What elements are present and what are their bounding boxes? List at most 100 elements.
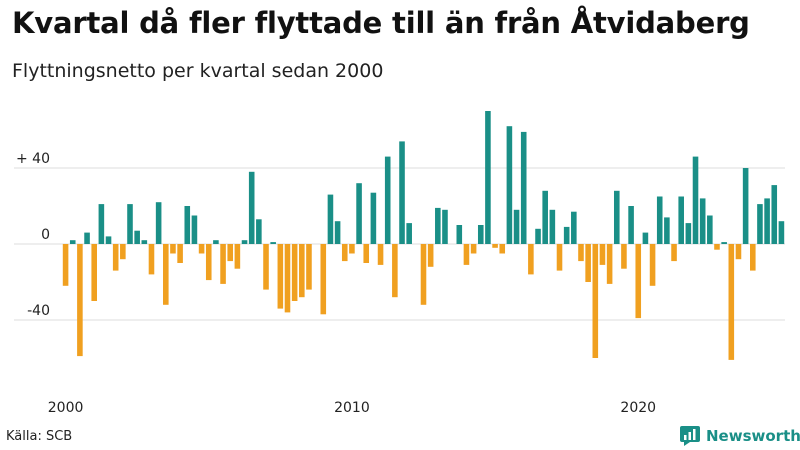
- bar: [427, 244, 434, 267]
- bar: [599, 244, 606, 265]
- bar: [499, 244, 506, 254]
- x-tick-label: 2020: [620, 400, 656, 416]
- bar: [170, 244, 176, 254]
- bar: [184, 206, 191, 244]
- bar: [556, 244, 563, 271]
- bar: [621, 244, 627, 269]
- bar: [62, 244, 69, 286]
- bar: [291, 244, 298, 301]
- bar: [664, 217, 670, 244]
- x-tick-label: 2010: [334, 400, 370, 416]
- bar: [442, 209, 448, 244]
- y-tick-label: 0: [41, 227, 50, 243]
- bar: [635, 244, 642, 319]
- bar: [105, 236, 112, 244]
- bar: [463, 244, 470, 265]
- newsworthy-logo-icon: [680, 426, 700, 446]
- bar: [84, 232, 90, 244]
- bar: [77, 244, 83, 357]
- bar: [692, 156, 699, 244]
- bars: [62, 111, 785, 360]
- bar: [707, 215, 713, 244]
- bar: [69, 240, 76, 244]
- bar: [628, 206, 634, 244]
- bar: [320, 244, 327, 315]
- bar: [549, 209, 556, 244]
- bar: [714, 244, 720, 250]
- bar: [513, 209, 520, 244]
- bar: [735, 244, 742, 260]
- bar: [578, 244, 584, 262]
- bar: [750, 244, 756, 271]
- bar: [757, 204, 763, 244]
- bar: [528, 244, 534, 275]
- bar: [91, 244, 97, 301]
- bar: [778, 221, 785, 244]
- bar: [191, 215, 198, 244]
- bar: [141, 240, 148, 244]
- bar: [642, 232, 649, 244]
- bar: [227, 244, 234, 262]
- bar: [585, 244, 591, 282]
- bar: [392, 244, 398, 298]
- bar: [506, 126, 513, 244]
- bar: [241, 240, 248, 244]
- bar: [728, 244, 735, 360]
- bar: [134, 230, 140, 244]
- bar: [220, 244, 226, 284]
- bar: [699, 198, 706, 244]
- bar: [477, 225, 484, 244]
- bar: [384, 156, 391, 244]
- bar: [377, 244, 384, 265]
- bar: [571, 211, 577, 244]
- bar: [678, 196, 684, 244]
- bar: [327, 194, 334, 244]
- bar: [492, 244, 498, 248]
- bar: [148, 244, 155, 275]
- bar: [349, 244, 355, 254]
- bar: [263, 244, 269, 290]
- bar: [542, 190, 548, 244]
- bar: [341, 244, 348, 262]
- bar: [248, 171, 255, 244]
- bar: [163, 244, 169, 305]
- bar: [155, 202, 162, 244]
- bar: [435, 207, 441, 244]
- bar: [563, 226, 570, 244]
- bar: [742, 168, 749, 244]
- bar: [370, 192, 377, 244]
- chart-subtitle: Flyttningsnetto per kvartal sedan 2000: [12, 60, 384, 82]
- bar: [299, 244, 305, 298]
- bar: [256, 219, 262, 244]
- bar: [356, 183, 362, 244]
- bar: [764, 198, 770, 244]
- bar: [656, 196, 663, 244]
- bar: [671, 244, 677, 262]
- bar: [649, 244, 656, 286]
- bar: [406, 223, 412, 244]
- bar: [456, 225, 463, 244]
- bar: [420, 244, 427, 305]
- brand-name: Newsworthy: [706, 427, 800, 445]
- bar: [284, 244, 291, 313]
- bar: [592, 244, 599, 358]
- bar: [306, 244, 312, 290]
- bar: [334, 221, 341, 244]
- bar: [112, 244, 119, 271]
- bar: [606, 244, 613, 284]
- chart-title: Kvartal då fler flyttade till än från Åt…: [12, 6, 750, 40]
- axis-labels: + 40 0 -40 2000 2010 2020: [16, 151, 656, 416]
- bar: [277, 244, 284, 309]
- bar: [198, 244, 205, 254]
- bar: [721, 242, 727, 244]
- bar: [363, 244, 370, 263]
- bar: [270, 242, 276, 244]
- bar: [535, 228, 541, 244]
- bar: [771, 185, 778, 244]
- bar: [685, 223, 692, 244]
- bar: [470, 244, 477, 254]
- y-tick-label: + 40: [16, 151, 50, 167]
- x-tick-label: 2000: [48, 400, 84, 416]
- brand-logo: Newsworthy: [680, 426, 800, 446]
